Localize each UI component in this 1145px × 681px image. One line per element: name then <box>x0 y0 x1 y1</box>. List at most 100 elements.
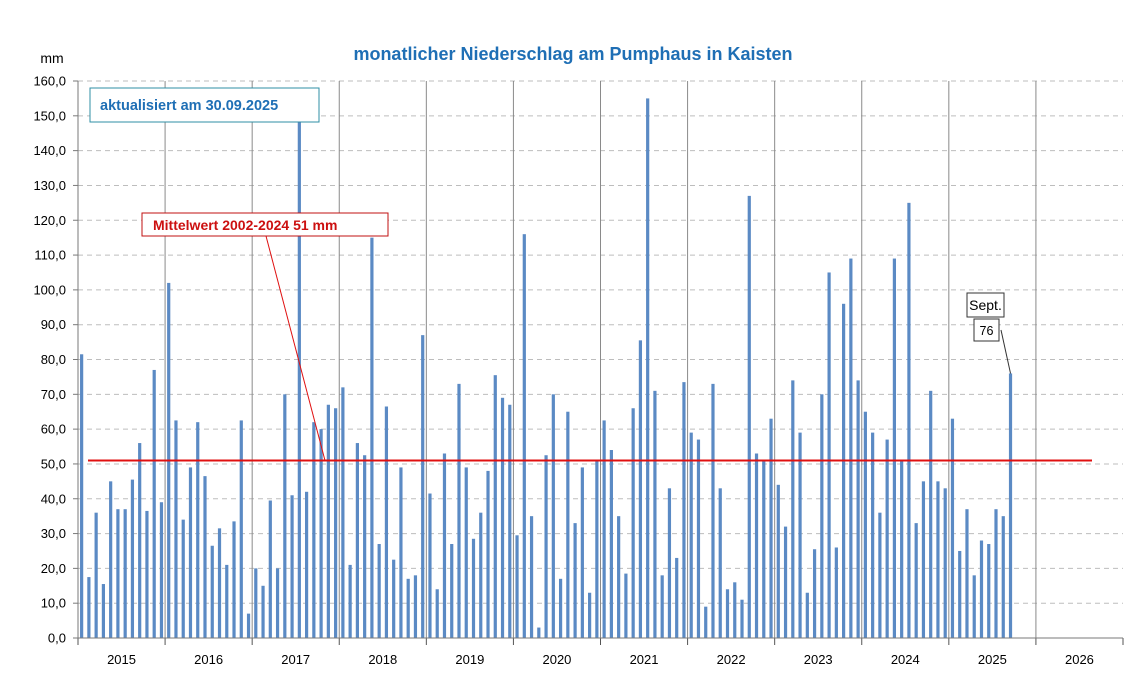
callout-value-box <box>973 318 1000 342</box>
callout-leader <box>1000 329 1012 374</box>
bar <box>849 258 853 638</box>
bar <box>696 439 701 638</box>
x-tick-label: 2022 <box>717 652 746 667</box>
bar <box>225 564 229 638</box>
bar <box>812 549 817 638</box>
y-tick-label: 60,0 <box>41 422 66 437</box>
x-tick-label: 2026 <box>1065 652 1094 667</box>
x-tick-label: 2018 <box>368 652 397 667</box>
x-tick-label: 2016 <box>194 652 223 667</box>
bar <box>631 408 635 638</box>
bar <box>377 544 381 638</box>
bar <box>711 383 715 638</box>
bar <box>754 453 759 638</box>
year-dividers <box>77 81 1124 645</box>
y-tick-label: 160,0 <box>33 74 66 89</box>
bar <box>725 589 730 638</box>
bar <box>733 582 737 638</box>
bar <box>856 380 860 638</box>
bar <box>101 584 105 638</box>
bar <box>522 234 526 639</box>
bar <box>842 303 846 638</box>
bar <box>660 575 664 638</box>
bar <box>885 439 889 638</box>
bar <box>551 394 555 638</box>
callout-month: Sept. <box>969 297 1002 313</box>
bar <box>80 354 84 638</box>
bar <box>624 573 628 638</box>
y-tick-label: 80,0 <box>41 352 66 367</box>
bar <box>558 578 563 638</box>
bar <box>174 420 178 638</box>
bar <box>363 455 367 638</box>
bar <box>109 481 113 638</box>
x-tick-label: 2015 <box>107 652 136 667</box>
y-tick-label: 110,0 <box>34 248 66 263</box>
bar <box>268 500 272 638</box>
bar <box>312 422 316 638</box>
bar <box>675 557 679 638</box>
callout-value: 76 <box>980 324 994 338</box>
bar <box>950 418 955 638</box>
bar <box>783 526 788 638</box>
bar <box>138 443 142 638</box>
bar <box>972 575 976 638</box>
bar <box>181 519 185 638</box>
bar <box>210 545 214 638</box>
bar <box>246 613 251 638</box>
bar <box>123 509 127 638</box>
bar <box>442 453 447 638</box>
bar <box>464 467 468 638</box>
bar <box>529 516 534 638</box>
bar <box>544 455 548 638</box>
bar <box>747 195 751 638</box>
x-tick-label: 2025 <box>978 652 1007 667</box>
bar <box>602 420 606 638</box>
y-tick-label: 90,0 <box>41 317 66 332</box>
bar <box>638 340 643 638</box>
bar <box>1008 373 1013 638</box>
bar <box>239 420 243 638</box>
y-tick-labels: 0,0 10,0 20,0 30,0 40,0 50,0 60,0 70,0 80,0 90,0 1… <box>33 74 66 646</box>
bar <box>355 443 359 638</box>
y-tick-label: 120,0 <box>33 213 66 228</box>
x-tick-label: 2024 <box>891 652 920 667</box>
bar <box>769 418 773 638</box>
bar <box>979 540 984 638</box>
bar <box>500 397 505 638</box>
bar <box>791 380 795 638</box>
bar <box>319 429 323 638</box>
bar <box>188 467 193 638</box>
bar <box>907 202 911 638</box>
bar <box>994 509 998 638</box>
bar <box>275 568 280 638</box>
bar <box>159 502 164 638</box>
update-note-box <box>89 87 320 123</box>
bar <box>900 460 904 638</box>
bar <box>871 432 875 638</box>
bar-series <box>80 98 1013 639</box>
bar <box>152 369 156 638</box>
bar <box>718 488 722 638</box>
bar <box>508 404 512 638</box>
bar <box>217 528 222 638</box>
y-tick-label: 10,0 <box>41 596 66 611</box>
bar <box>384 406 389 638</box>
bar <box>892 258 897 638</box>
y-axis-label: mm <box>40 50 63 66</box>
bar <box>929 390 933 638</box>
update-note: aktualisiert am 30.09.2025 <box>100 98 278 114</box>
y-tick-label: 30,0 <box>41 526 66 541</box>
bar <box>232 521 236 638</box>
bar <box>667 488 672 638</box>
bar <box>878 512 882 638</box>
bar <box>987 544 991 638</box>
bar <box>863 411 867 638</box>
bar <box>689 432 693 638</box>
bar <box>486 470 490 638</box>
mean-label-box <box>141 212 389 237</box>
x-tick-label: 2020 <box>542 652 571 667</box>
y-tick-label: 40,0 <box>41 491 66 506</box>
bar <box>805 592 809 638</box>
